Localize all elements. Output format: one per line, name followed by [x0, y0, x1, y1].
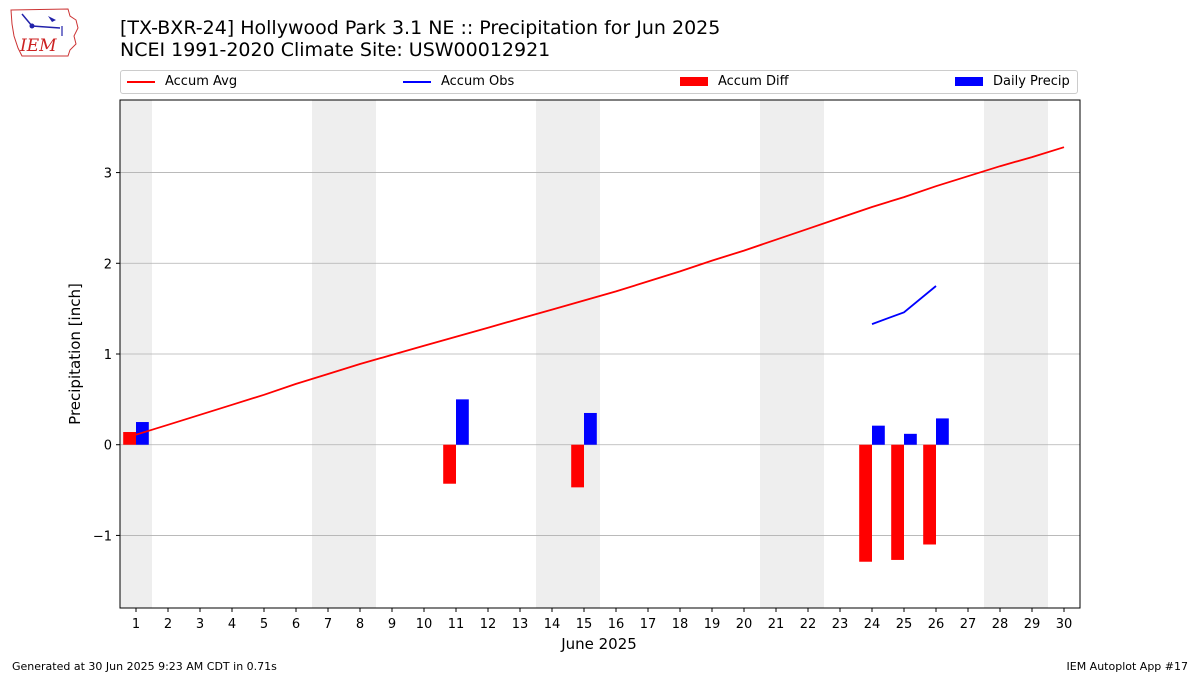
accum-diff-bar: [123, 432, 136, 445]
x-tick-label: 12: [480, 617, 497, 632]
x-tick-label: 6: [292, 617, 300, 632]
legend-label: Accum Obs: [441, 74, 515, 89]
x-tick-label: 19: [704, 617, 721, 632]
x-tick-label: 24: [864, 617, 881, 632]
x-tick-label: 14: [544, 617, 561, 632]
legend-item-accum-avg: Accum Avg: [127, 74, 237, 89]
x-tick-label: 15: [576, 617, 593, 632]
y-tick-label: 1: [104, 348, 112, 363]
y-tick-label: 0: [104, 439, 112, 454]
x-tick-label: 9: [388, 617, 396, 632]
legend-swatch-red-line: [127, 80, 155, 83]
x-tick-label: 11: [448, 617, 465, 632]
generated-timestamp: Generated at 30 Jun 2025 9:23 AM CDT in …: [12, 660, 277, 673]
x-tick-label: 2: [164, 617, 172, 632]
accum-diff-bar: [571, 444, 584, 488]
weekend-shade: [536, 100, 600, 608]
x-tick-label: 29: [1024, 617, 1041, 632]
chart-title: [TX-BXR-24] Hollywood Park 3.1 NE :: Pre…: [120, 17, 721, 39]
x-tick-label: 1: [132, 617, 140, 632]
legend-label: Accum Avg: [165, 74, 238, 89]
weekend-shade: [120, 100, 152, 608]
x-tick-label: 26: [928, 617, 945, 632]
x-tick-label: 20: [736, 617, 753, 632]
accum-diff-bar: [923, 444, 936, 545]
legend-item-accum-obs: Accum Obs: [403, 74, 514, 89]
x-tick-label: 3: [196, 617, 204, 632]
x-tick-label: 8: [356, 617, 364, 632]
x-axis-label: June 2025: [560, 635, 637, 653]
y-tick-label: 2: [104, 257, 112, 272]
x-tick-label: 10: [416, 617, 433, 632]
x-tick-label: 18: [672, 617, 689, 632]
legend: Accum Avg Accum Obs Accum Diff Daily Pre…: [120, 70, 1078, 94]
x-tick-label: 13: [512, 617, 529, 632]
legend-swatch-blue-line: [403, 80, 431, 83]
x-tick-label: 4: [228, 617, 236, 632]
x-tick-label: 21: [768, 617, 785, 632]
plot-frame: [119, 99, 1081, 609]
x-tick-label: 23: [832, 617, 849, 632]
accum-diff-bar: [859, 444, 872, 562]
y-tick-label: 3: [104, 167, 112, 182]
accum-avg-line: [135, 146, 1065, 436]
weekend-shade: [984, 100, 1048, 608]
x-tick-label: 30: [1056, 617, 1073, 632]
daily-precip-bar: [936, 418, 949, 445]
iem-logo: IEM: [10, 8, 79, 57]
y-tick-label: −1: [93, 529, 112, 544]
x-tick-label: 16: [608, 617, 625, 632]
accum-diff-bar: [443, 444, 456, 484]
x-tick-label: 5: [260, 617, 268, 632]
chart-subtitle: NCEI 1991-2020 Climate Site: USW00012921: [120, 39, 551, 61]
accum-obs-line: [871, 285, 937, 325]
daily-precip-bar: [136, 422, 149, 445]
x-tick-label: 25: [896, 617, 913, 632]
y-axis-label: Precipitation [inch]: [66, 283, 84, 425]
weekend-shade: [312, 100, 376, 608]
daily-precip-bar: [872, 425, 885, 445]
daily-precip-bar: [584, 412, 597, 445]
accum-diff-bar: [891, 444, 904, 560]
legend-label: Accum Diff: [718, 74, 789, 89]
daily-precip-bar: [456, 399, 469, 445]
legend-swatch-blue-bar: [955, 77, 983, 86]
legend-item-accum-diff: Accum Diff: [680, 74, 789, 89]
x-tick-label: 7: [324, 617, 332, 632]
legend-swatch-red-bar: [680, 77, 708, 86]
logo-text: IEM: [19, 36, 57, 56]
weekend-shade: [760, 100, 824, 608]
x-tick-label: 17: [640, 617, 657, 632]
app-label: IEM Autoplot App #17: [1066, 660, 1189, 673]
legend-item-daily-precip: Daily Precip: [955, 74, 1070, 89]
x-tick-label: 28: [992, 617, 1009, 632]
daily-precip-bar: [904, 433, 917, 445]
x-tick-label: 22: [800, 617, 817, 632]
x-tick-label: 27: [960, 617, 977, 632]
legend-label: Daily Precip: [993, 74, 1070, 89]
